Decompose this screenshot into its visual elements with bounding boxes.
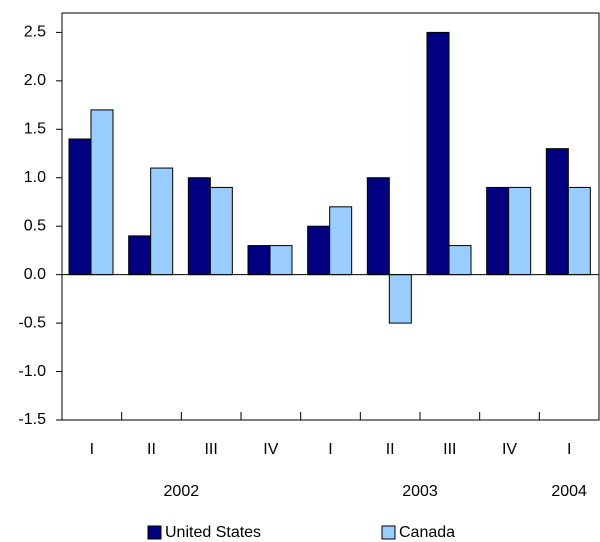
group-label: 2002 xyxy=(164,483,200,500)
legend-swatch xyxy=(147,525,162,540)
legend-label: Canada xyxy=(399,524,455,541)
x-tick-label: IV xyxy=(263,441,278,458)
y-tick-label: 0.5 xyxy=(24,217,46,234)
x-tick-label: II xyxy=(147,441,156,458)
bar xyxy=(90,109,114,276)
x-tick-label: I xyxy=(90,441,94,458)
bar xyxy=(307,225,331,276)
y-tick-label: 2.5 xyxy=(24,24,46,41)
y-tick-label: 2.0 xyxy=(24,72,46,89)
bar xyxy=(187,177,211,276)
bar xyxy=(448,245,472,276)
bar xyxy=(329,206,353,276)
bar xyxy=(247,245,271,276)
legend-label: United States xyxy=(165,524,261,541)
y-tick-label: 1.0 xyxy=(24,169,46,186)
x-tick-label: I xyxy=(328,441,332,458)
bar xyxy=(68,138,92,276)
bar xyxy=(150,167,174,276)
bar xyxy=(426,31,450,276)
y-tick-label: -1.0 xyxy=(18,363,46,380)
x-tick-label: I xyxy=(567,441,571,458)
plot-frame xyxy=(61,12,600,421)
x-tick-label: IV xyxy=(502,441,517,458)
legend-swatch xyxy=(381,525,396,540)
y-tick-label: -0.5 xyxy=(18,314,46,331)
group-label: 2004 xyxy=(551,483,587,500)
bar xyxy=(269,245,293,276)
bar xyxy=(486,186,510,276)
bar xyxy=(209,186,233,276)
x-tick-label: III xyxy=(204,441,217,458)
y-tick-label: 1.5 xyxy=(24,121,46,138)
x-tick-label: II xyxy=(386,441,395,458)
bar xyxy=(567,186,591,276)
group-label: 2003 xyxy=(402,483,438,500)
bar xyxy=(366,177,390,276)
x-tick-label: III xyxy=(443,441,456,458)
bar xyxy=(508,186,532,276)
y-tick-label: -1.5 xyxy=(18,411,46,428)
bar xyxy=(545,148,569,276)
bar xyxy=(128,235,152,276)
bar xyxy=(388,274,412,324)
y-tick-label: 0.0 xyxy=(24,266,46,283)
